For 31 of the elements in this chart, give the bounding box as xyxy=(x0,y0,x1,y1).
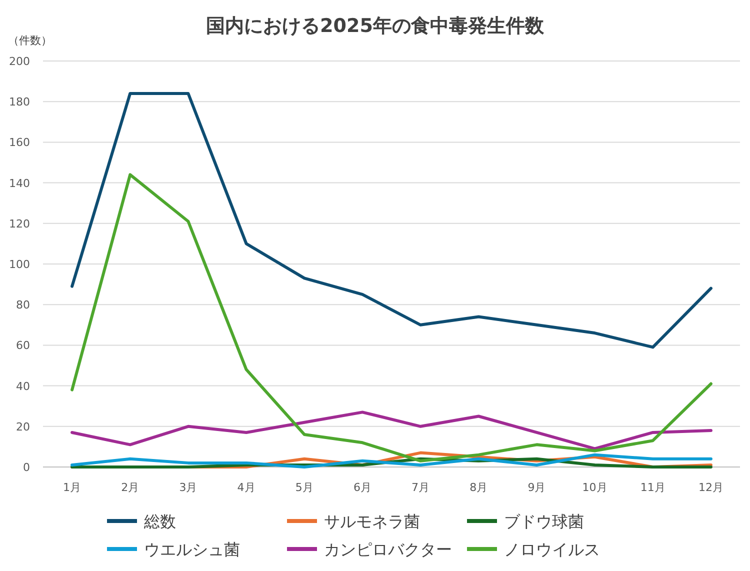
x-tick-label: 2月 xyxy=(121,481,140,494)
x-tick-label: 8月 xyxy=(470,481,488,494)
legend-label: ノロウイルス xyxy=(504,540,600,559)
x-tick-label: 3月 xyxy=(179,481,198,494)
y-tick-label: 140 xyxy=(9,176,30,190)
y-tick-label: 0 xyxy=(23,461,30,474)
y-tick-label: 20 xyxy=(16,420,30,434)
x-tick-label: 9月 xyxy=(528,481,546,494)
x-tick-label: 12月 xyxy=(698,481,724,494)
x-tick-label: 5月 xyxy=(295,481,314,494)
x-tick-label: 4月 xyxy=(237,481,256,494)
legend-label: カンピロバクター xyxy=(324,540,452,559)
y-tick-label: 80 xyxy=(16,298,30,312)
y-tick-label: 200 xyxy=(9,55,30,68)
y-tick-label: 120 xyxy=(9,217,30,230)
y-tick-label: 60 xyxy=(16,339,30,352)
y-tick-label: 180 xyxy=(9,96,30,109)
y-tick-label: 40 xyxy=(16,380,30,393)
legend-label: 総数 xyxy=(143,512,176,531)
x-tick-label: 10月 xyxy=(582,481,608,494)
legend-label: サルモネラ菌 xyxy=(324,512,420,531)
x-tick-label: 1月 xyxy=(63,481,82,494)
chart-title: 国内における2025年の食中毒発生件数 xyxy=(206,15,545,37)
x-tick-label: 11月 xyxy=(640,481,666,494)
x-tick-label: 6月 xyxy=(353,481,372,494)
y-tick-label: 160 xyxy=(9,136,30,150)
x-tick-label: 7月 xyxy=(412,481,430,494)
legend-label: ウエルシュ菌 xyxy=(144,540,240,559)
legend-label: ブドウ球菌 xyxy=(504,512,584,531)
y-tick-label: 100 xyxy=(9,258,30,271)
y-axis-title: （件数） xyxy=(8,34,52,47)
